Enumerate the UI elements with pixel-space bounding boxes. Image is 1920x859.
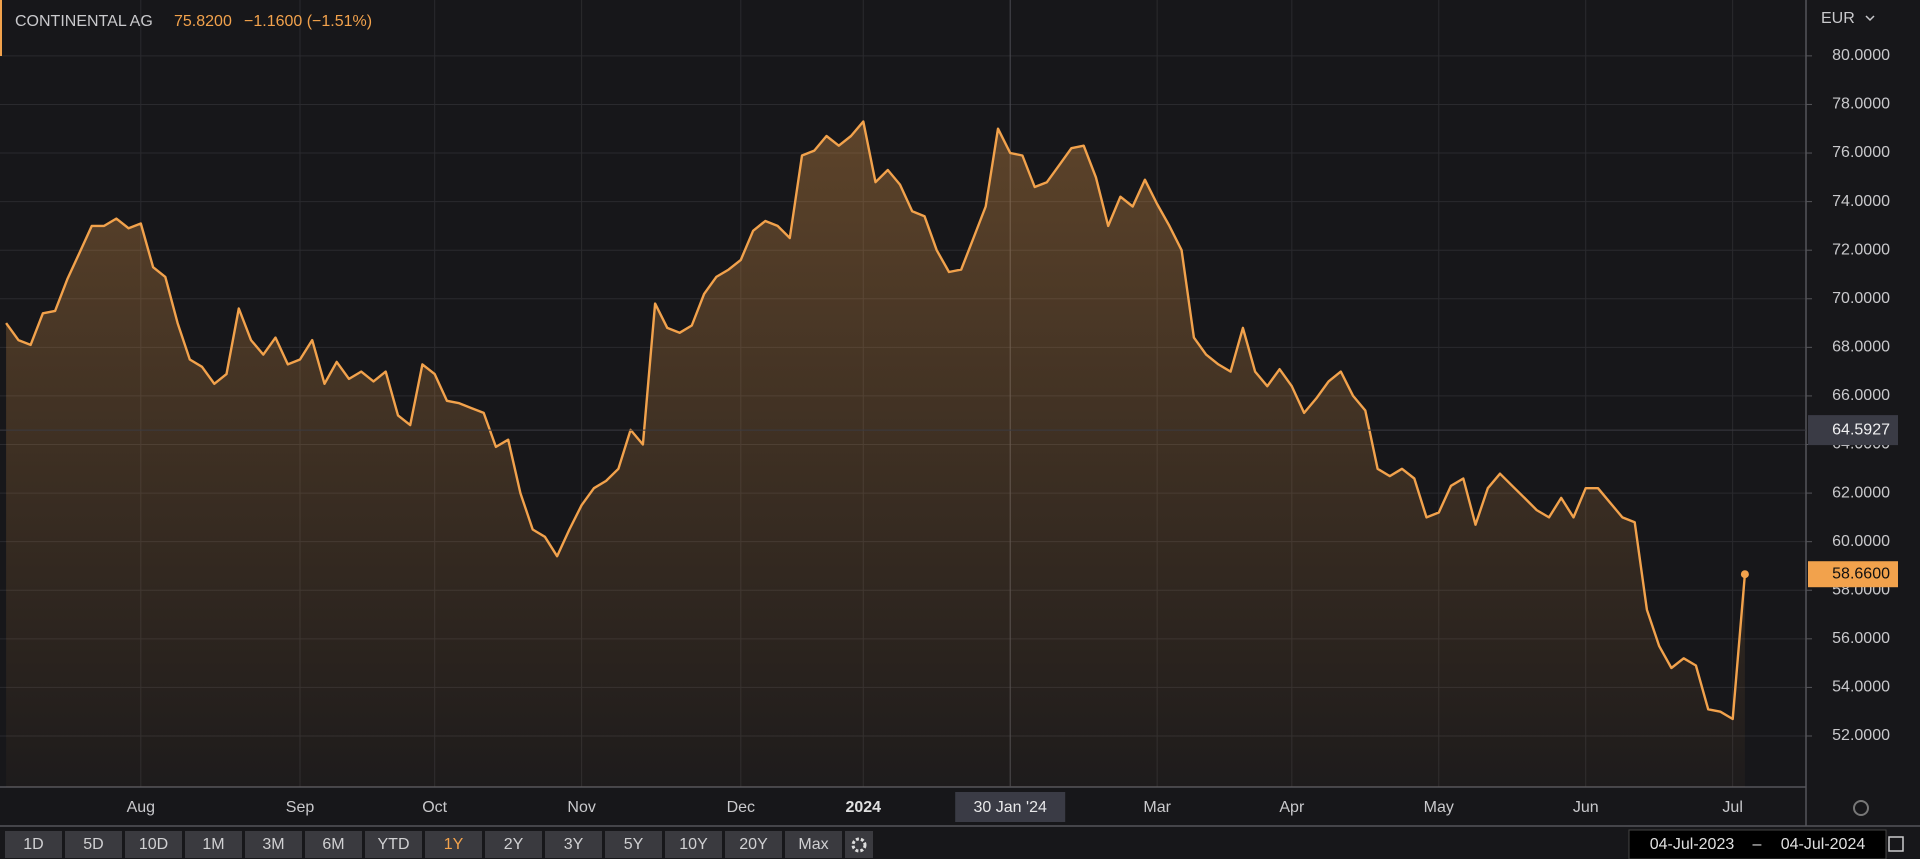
x-tick-label: 2024 bbox=[845, 799, 881, 816]
date-range-box[interactable] bbox=[1628, 829, 1887, 859]
range-button[interactable] bbox=[365, 831, 422, 858]
last-value-label: 58.6600 bbox=[1832, 565, 1890, 582]
crosshair-x-box bbox=[955, 792, 1066, 822]
x-tick-label: Mar bbox=[1143, 799, 1171, 816]
y-tick-label: 54.0000 bbox=[1832, 679, 1890, 696]
instrument-name: CONTINENTAL AG bbox=[15, 13, 153, 30]
settings-icon[interactable] bbox=[1853, 800, 1869, 816]
range-button[interactable] bbox=[725, 831, 782, 858]
y-tick-label: 78.0000 bbox=[1832, 96, 1890, 113]
x-tick-label: Nov bbox=[567, 799, 595, 816]
range-button-label[interactable]: 10D bbox=[139, 836, 168, 853]
y-tick-label: 52.0000 bbox=[1832, 727, 1890, 744]
x-tick-label: Aug bbox=[127, 799, 155, 816]
x-tick-label: Sep bbox=[286, 799, 315, 816]
y-tick-label: 74.0000 bbox=[1832, 193, 1890, 210]
range-button-label[interactable]: 3M bbox=[262, 836, 284, 853]
x-tick-label: Jun bbox=[1573, 799, 1599, 816]
range-button[interactable] bbox=[5, 831, 62, 858]
date-separator: – bbox=[1753, 836, 1762, 853]
range-button-label[interactable]: YTD bbox=[378, 836, 410, 853]
date-to[interactable]: 04-Jul-2024 bbox=[1781, 836, 1866, 853]
calendar-icon[interactable] bbox=[1888, 836, 1904, 852]
crosshair-y-box bbox=[1808, 415, 1898, 446]
range-button-label[interactable]: Max bbox=[798, 836, 828, 853]
range-button-label[interactable]: 1D bbox=[23, 836, 43, 853]
x-tick-label: Apr bbox=[1279, 799, 1305, 816]
range-button[interactable] bbox=[545, 831, 602, 858]
range-button-label[interactable]: 1M bbox=[202, 836, 224, 853]
dropdown-chevron[interactable] bbox=[1865, 15, 1875, 22]
range-button-label[interactable]: 3Y bbox=[564, 836, 584, 853]
y-tick-label: 70.0000 bbox=[1832, 290, 1890, 307]
area bbox=[6, 121, 1745, 787]
range-button[interactable] bbox=[425, 831, 482, 858]
currency[interactable]: EUR bbox=[1821, 10, 1855, 27]
sun-icon[interactable] bbox=[1853, 800, 1869, 816]
range-button[interactable] bbox=[65, 831, 122, 858]
range-button[interactable] bbox=[125, 831, 182, 858]
range-button-label[interactable]: 10Y bbox=[679, 836, 708, 853]
crosshair-y-label: 64.5927 bbox=[1832, 421, 1890, 438]
range-button[interactable] bbox=[785, 831, 842, 858]
y-tick-label: 80.0000 bbox=[1832, 47, 1890, 64]
y-tick-label: 68.0000 bbox=[1832, 339, 1890, 356]
range-button-label[interactable]: 2Y bbox=[504, 836, 524, 853]
range-button-label[interactable]: 6M bbox=[322, 836, 344, 853]
y-tick-label: 62.0000 bbox=[1832, 484, 1890, 501]
y-tick-label: 60.0000 bbox=[1832, 533, 1890, 550]
range-button-label[interactable]: 20Y bbox=[739, 836, 768, 853]
range-button[interactable] bbox=[305, 831, 362, 858]
last-point bbox=[1740, 570, 1749, 579]
gear-icon bbox=[851, 837, 867, 853]
last-value-box bbox=[1808, 561, 1898, 588]
y-tick-label: 66.0000 bbox=[1832, 387, 1890, 404]
date-from[interactable]: 04-Jul-2023 bbox=[1650, 836, 1735, 853]
price: 75.8200 bbox=[174, 13, 232, 30]
x-tick-label: Dec bbox=[727, 799, 755, 816]
range-button[interactable] bbox=[605, 831, 662, 858]
y-tick-label: 56.0000 bbox=[1832, 630, 1890, 647]
range-button[interactable] bbox=[185, 831, 242, 858]
range-button-label[interactable]: 5D bbox=[83, 836, 103, 853]
crosshair-x-label: 30 Jan '24 bbox=[974, 799, 1047, 816]
y-tick-label: 76.0000 bbox=[1832, 144, 1890, 161]
chart-settings-button[interactable] bbox=[845, 831, 873, 858]
range-button-label[interactable]: 1Y bbox=[444, 836, 464, 853]
accent bbox=[0, 0, 2, 56]
y-tick-label: 72.0000 bbox=[1832, 241, 1890, 258]
price-line bbox=[5, 120, 1747, 721]
x-tick-label: May bbox=[1424, 799, 1454, 816]
x-tick-label: Jul bbox=[1722, 799, 1742, 816]
range-button[interactable] bbox=[665, 831, 722, 858]
change: −1.1600 (−1.51%) bbox=[244, 13, 372, 30]
range-button[interactable] bbox=[245, 831, 302, 858]
x-tick-label: Oct bbox=[422, 799, 447, 816]
range-button-label[interactable]: 5Y bbox=[624, 836, 644, 853]
range-button[interactable] bbox=[485, 831, 542, 858]
